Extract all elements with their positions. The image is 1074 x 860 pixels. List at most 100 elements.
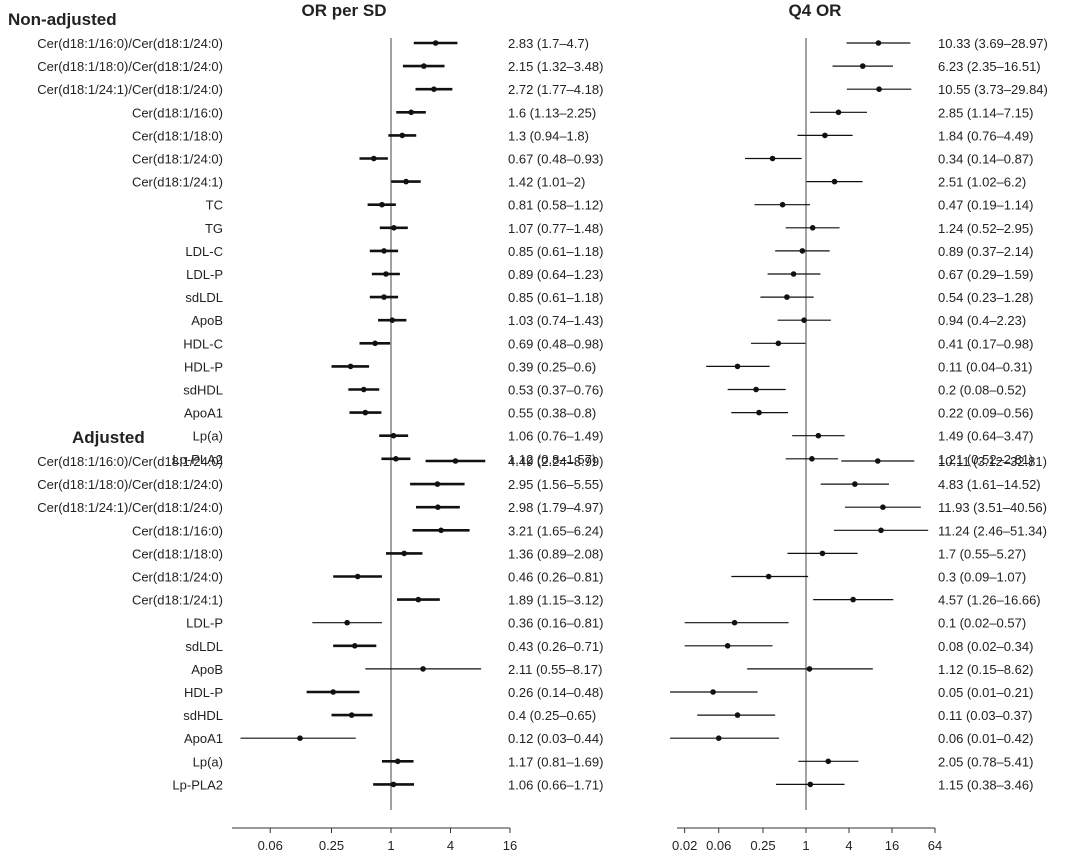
or-per-sd-value-label: 2.83 (1.7–4.7): [508, 36, 589, 51]
row-label: Lp(a): [193, 429, 223, 444]
or-per-sd-value-label: 0.81 (0.58–1.12): [508, 198, 603, 213]
section-title-non-adjusted: Non-adjusted: [8, 10, 117, 29]
or-per-sd-value-label: 0.46 (0.26–0.81): [508, 570, 603, 585]
q4-or-estimate-point: [784, 294, 790, 300]
q4-or-value-label: 2.05 (0.78–5.41): [938, 754, 1033, 769]
row-label: Cer(d18:1/24:0): [132, 570, 223, 585]
q4-or-value-label: 0.22 (0.09–0.56): [938, 406, 1033, 421]
q4-or-estimate-point: [769, 155, 776, 162]
or-per-sd-estimate-point: [431, 86, 437, 92]
row-label: Cer(d18:1/16:0)/Cer(d18:1/24:0): [37, 36, 223, 51]
q4-or-value-label: 0.89 (0.37–2.14): [938, 244, 1033, 259]
or-per-sd-value-label: 3.21 (1.65–6.24): [508, 523, 603, 538]
row-label: HDL-P: [184, 359, 223, 374]
or-per-sd-estimate-point: [390, 781, 397, 788]
or-per-sd-value-label: 0.39 (0.25–0.6): [508, 359, 596, 374]
or-per-sd-value-label: 0.67 (0.48–0.93): [508, 152, 603, 167]
or-per-sd-estimate-point: [393, 456, 399, 462]
q4-or-value-label: 10.33 (3.69–28.97): [938, 36, 1048, 51]
or-per-sd-value-label: 1.89 (1.15–3.12): [508, 593, 603, 608]
or-per-sd-estimate-point: [403, 178, 409, 185]
or-per-sd-estimate-point: [438, 527, 444, 534]
row-label: TC: [206, 198, 223, 213]
q4-or-estimate-point: [756, 409, 762, 416]
q4-or-value-label: 1.7 (0.55–5.27): [938, 546, 1026, 561]
row-label: Lp(a): [193, 754, 223, 769]
or-per-sd-estimate-point: [383, 271, 389, 277]
row-label: Cer(d18:1/18:0)/Cer(d18:1/24:0): [37, 477, 223, 492]
or-per-sd-value-label: 0.53 (0.37–0.76): [508, 383, 603, 398]
q4-or-estimate-point: [753, 386, 759, 393]
or-per-sd-value-label: 1.36 (0.89–2.08): [508, 546, 603, 561]
q4-or-estimate-point: [806, 666, 813, 672]
row-label: Cer(d18:1/24:1)/Cer(d18:1/24:0): [37, 82, 223, 97]
q4-or-value-label: 0.34 (0.14–0.87): [938, 152, 1033, 167]
or-per-sd-value-label: 0.4 (0.25–0.65): [508, 708, 596, 723]
q4-or-estimate-point: [878, 527, 884, 534]
section-title-adjusted: Adjusted: [72, 428, 145, 447]
or-per-sd-value-label: 2.98 (1.79–4.97): [508, 500, 603, 515]
or-per-sd-estimate-point: [452, 458, 459, 464]
q4-or-value-label: 1.12 (0.15–8.62): [938, 662, 1033, 677]
q4-or-estimate-point: [822, 132, 828, 139]
or-per-sd-estimate-point: [434, 481, 441, 487]
q4-or-value-label: 0.1 (0.02–0.57): [938, 616, 1026, 631]
q4-or-value-label: 0.54 (0.23–1.28): [938, 290, 1033, 305]
or-per-sd-estimate-point: [371, 155, 377, 162]
row-label: ApoB: [191, 313, 223, 328]
q4-or-value-label: 2.51 (1.02–6.2): [938, 175, 1026, 190]
row-label: ApoA1: [184, 406, 223, 421]
row-label: sdHDL: [183, 383, 223, 398]
axis-q4-or-tick-label: 16: [885, 838, 899, 853]
or-per-sd-value-label: 0.55 (0.38–0.8): [508, 406, 596, 421]
or-per-sd-estimate-point: [420, 666, 426, 672]
or-per-sd-estimate-point: [394, 758, 401, 765]
q4-or-estimate-point: [850, 596, 856, 603]
q4-or-value-label: 11.93 (3.51–40.56): [938, 500, 1047, 515]
row-label: Cer(d18:1/24:1): [132, 175, 223, 190]
or-per-sd-estimate-point: [421, 63, 427, 69]
axis-or-per-sd-tick-label: 1: [387, 838, 394, 853]
or-per-sd-value-label: 0.36 (0.16–0.81): [508, 616, 603, 631]
or-per-sd-estimate-point: [330, 689, 336, 695]
q4-or-value-label: 10.55 (3.73–29.84): [938, 82, 1048, 97]
q4-or-value-label: 6.23 (2.35–16.51): [938, 59, 1041, 74]
q4-or-value-label: 1.84 (0.76–4.49): [938, 128, 1033, 143]
or-per-sd-value-label: 0.89 (0.64–1.23): [508, 267, 603, 282]
q4-or-estimate-point: [825, 758, 832, 765]
axis-q4-or-tick-label: 64: [928, 838, 942, 853]
or-per-sd-estimate-point: [362, 409, 369, 416]
axis-or-per-sd-tick-label: 0.25: [319, 838, 344, 853]
row-label: Cer(d18:1/18:0): [132, 546, 223, 561]
q4-or-value-label: 1.49 (0.64–3.47): [938, 429, 1033, 444]
or-per-sd-estimate-point: [432, 40, 439, 46]
or-per-sd-value-label: 1.07 (0.77–1.48): [508, 221, 603, 236]
q4-or-value-label: 0.08 (0.02–0.34): [938, 639, 1033, 654]
q4-or-estimate-point: [807, 781, 814, 788]
q4-or-estimate-point: [790, 271, 797, 277]
q4-or-estimate-point: [734, 712, 741, 718]
q4-or-estimate-point: [724, 643, 731, 649]
or-per-sd-estimate-point: [391, 225, 397, 231]
row-label: HDL-P: [184, 685, 223, 700]
axis-or-per-sd-tick-label: 0.06: [258, 838, 283, 853]
or-per-sd-value-label: 0.12 (0.03–0.44): [508, 731, 603, 746]
q4-or-value-label: 0.3 (0.09–1.07): [938, 570, 1026, 585]
or-per-sd-value-label: 2.72 (1.77–4.18): [508, 82, 603, 97]
or-per-sd-value-label: 2.95 (1.56–5.55): [508, 477, 603, 492]
axis-q4-or-tick-label: 0.25: [750, 838, 775, 853]
axis-or-per-sd-tick-label: 16: [503, 838, 517, 853]
q4-or-value-label: 10.11 (3.12–32.81): [938, 454, 1047, 469]
or-per-sd-value-label: 1.3 (0.94–1.8): [508, 128, 589, 143]
row-label: TG: [205, 221, 223, 236]
or-per-sd-estimate-point: [297, 735, 303, 741]
q4-or-estimate-point: [852, 481, 858, 487]
or-per-sd-estimate-point: [348, 712, 355, 718]
panel-title-q4-or: Q4 OR: [789, 1, 842, 20]
or-per-sd-estimate-point: [360, 386, 367, 393]
q4-or-estimate-point: [731, 619, 738, 626]
row-label: Cer(d18:1/24:1): [132, 593, 223, 608]
q4-or-estimate-point: [815, 432, 822, 439]
or-per-sd-estimate-point: [435, 504, 441, 511]
